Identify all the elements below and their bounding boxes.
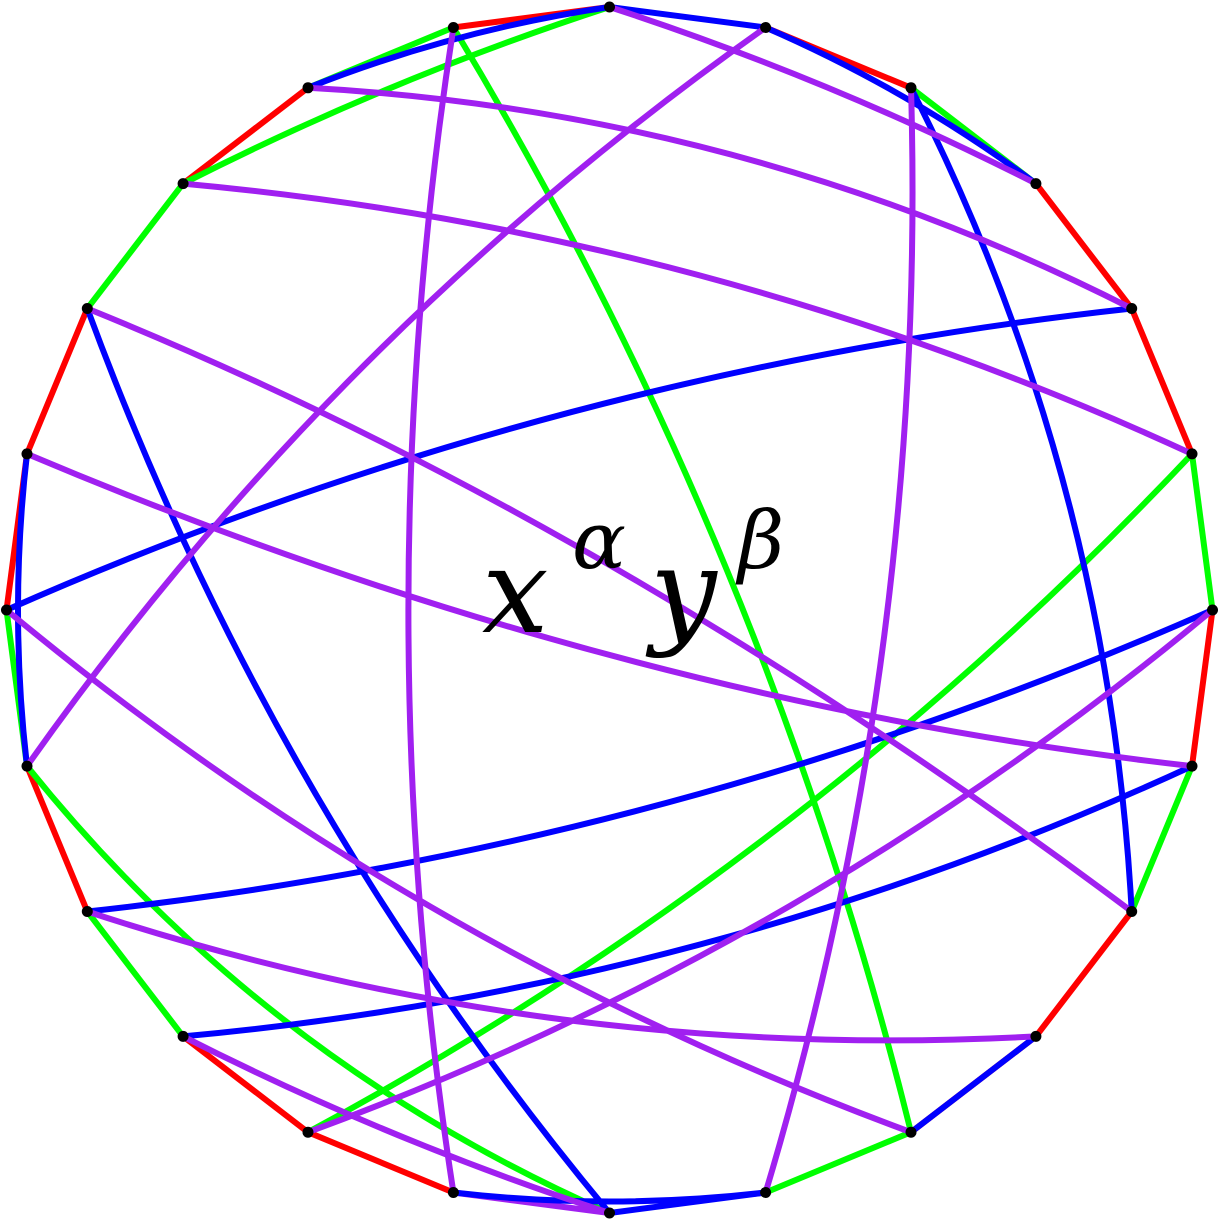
vertex-15 xyxy=(177,1030,189,1042)
edge-green-5-6 xyxy=(1189,450,1216,613)
vertex-2 xyxy=(905,82,917,94)
vertex-18 xyxy=(1,604,12,616)
edge-red-13-14 xyxy=(305,1129,457,1196)
edge-blue-2-8 xyxy=(908,84,1135,915)
edge-blue-16-6 xyxy=(84,607,1216,915)
vertex-17 xyxy=(21,760,33,772)
label-exponent-beta: β xyxy=(735,494,784,587)
label-base-y: y xyxy=(645,522,718,660)
edge-green-10-11 xyxy=(762,1129,914,1196)
vertex-4 xyxy=(1126,303,1138,314)
edge-red-16-17 xyxy=(24,763,91,915)
vertex-3 xyxy=(1030,178,1042,190)
edge-blue-11-13 xyxy=(450,1189,769,1205)
vertex-14 xyxy=(302,1126,314,1138)
monomial-label: x α y β xyxy=(482,494,784,660)
edge-red-4-5 xyxy=(1128,305,1195,457)
edge-blue-9-10 xyxy=(908,1033,1039,1136)
edge-green-20-21 xyxy=(84,180,187,312)
vertex-1 xyxy=(760,22,772,33)
vertex-9 xyxy=(1030,1030,1042,1042)
edge-red-14-15 xyxy=(180,1033,311,1136)
edge-purple-0-3 xyxy=(606,4,1039,187)
edge-green-23-10 xyxy=(450,24,914,1136)
label-exponent-alpha: α xyxy=(572,494,626,587)
edge-blue-0-1 xyxy=(606,4,769,31)
edge-blue-18-4 xyxy=(3,305,1135,613)
vertex-11 xyxy=(760,1187,772,1198)
edge-red-6-7 xyxy=(1189,607,1216,770)
edge-purple-16-9 xyxy=(84,908,1039,1044)
vertex-23 xyxy=(447,22,459,33)
edge-red-3-4 xyxy=(1032,180,1135,312)
edge-green-14-5 xyxy=(305,450,1195,1136)
edge-blue-15-7 xyxy=(180,763,1195,1040)
edge-blue-19-17 xyxy=(15,450,30,770)
vertex-7 xyxy=(1186,760,1198,772)
edge-blue-22-0 xyxy=(305,4,613,91)
edge-green-7-8 xyxy=(1128,763,1195,915)
edge-red-21-22 xyxy=(180,84,311,187)
edge-purple-17-1 xyxy=(24,24,769,770)
edge-purple-21-5 xyxy=(180,180,1195,457)
vertex-13 xyxy=(447,1187,459,1198)
edge-blue-20-12 xyxy=(84,305,613,1216)
vertex-21 xyxy=(177,178,189,190)
vertex-6 xyxy=(1207,604,1218,616)
vertex-19 xyxy=(21,448,33,460)
edge-purple-20-8 xyxy=(84,305,1135,915)
vertex-22 xyxy=(302,82,314,94)
edge-green-15-16 xyxy=(84,908,187,1040)
vertex-0 xyxy=(604,1,615,13)
edge-blue-1-3 xyxy=(762,24,1039,187)
edge-red-8-9 xyxy=(1032,908,1135,1040)
vertex-5 xyxy=(1186,448,1198,460)
edge-purple-19-7 xyxy=(24,450,1195,770)
edge-purple-18-10 xyxy=(3,607,914,1136)
edge-green-0-21 xyxy=(180,4,613,187)
vertex-8 xyxy=(1126,906,1138,917)
vertex-10 xyxy=(905,1126,917,1138)
edge-purple-22-4 xyxy=(305,84,1135,312)
edge-purple-13-23 xyxy=(405,24,457,1196)
label-base-x: x xyxy=(482,522,549,660)
edge-purple-2-11 xyxy=(762,84,916,1196)
edge-purple-15-12 xyxy=(180,1033,613,1216)
vertex-16 xyxy=(81,906,93,917)
graph-edges xyxy=(3,4,1216,1216)
edge-purple-14-6 xyxy=(305,607,1216,1136)
vertex-12 xyxy=(604,1207,615,1219)
edge-red-19-20 xyxy=(24,305,91,457)
vertex-20 xyxy=(81,303,93,314)
